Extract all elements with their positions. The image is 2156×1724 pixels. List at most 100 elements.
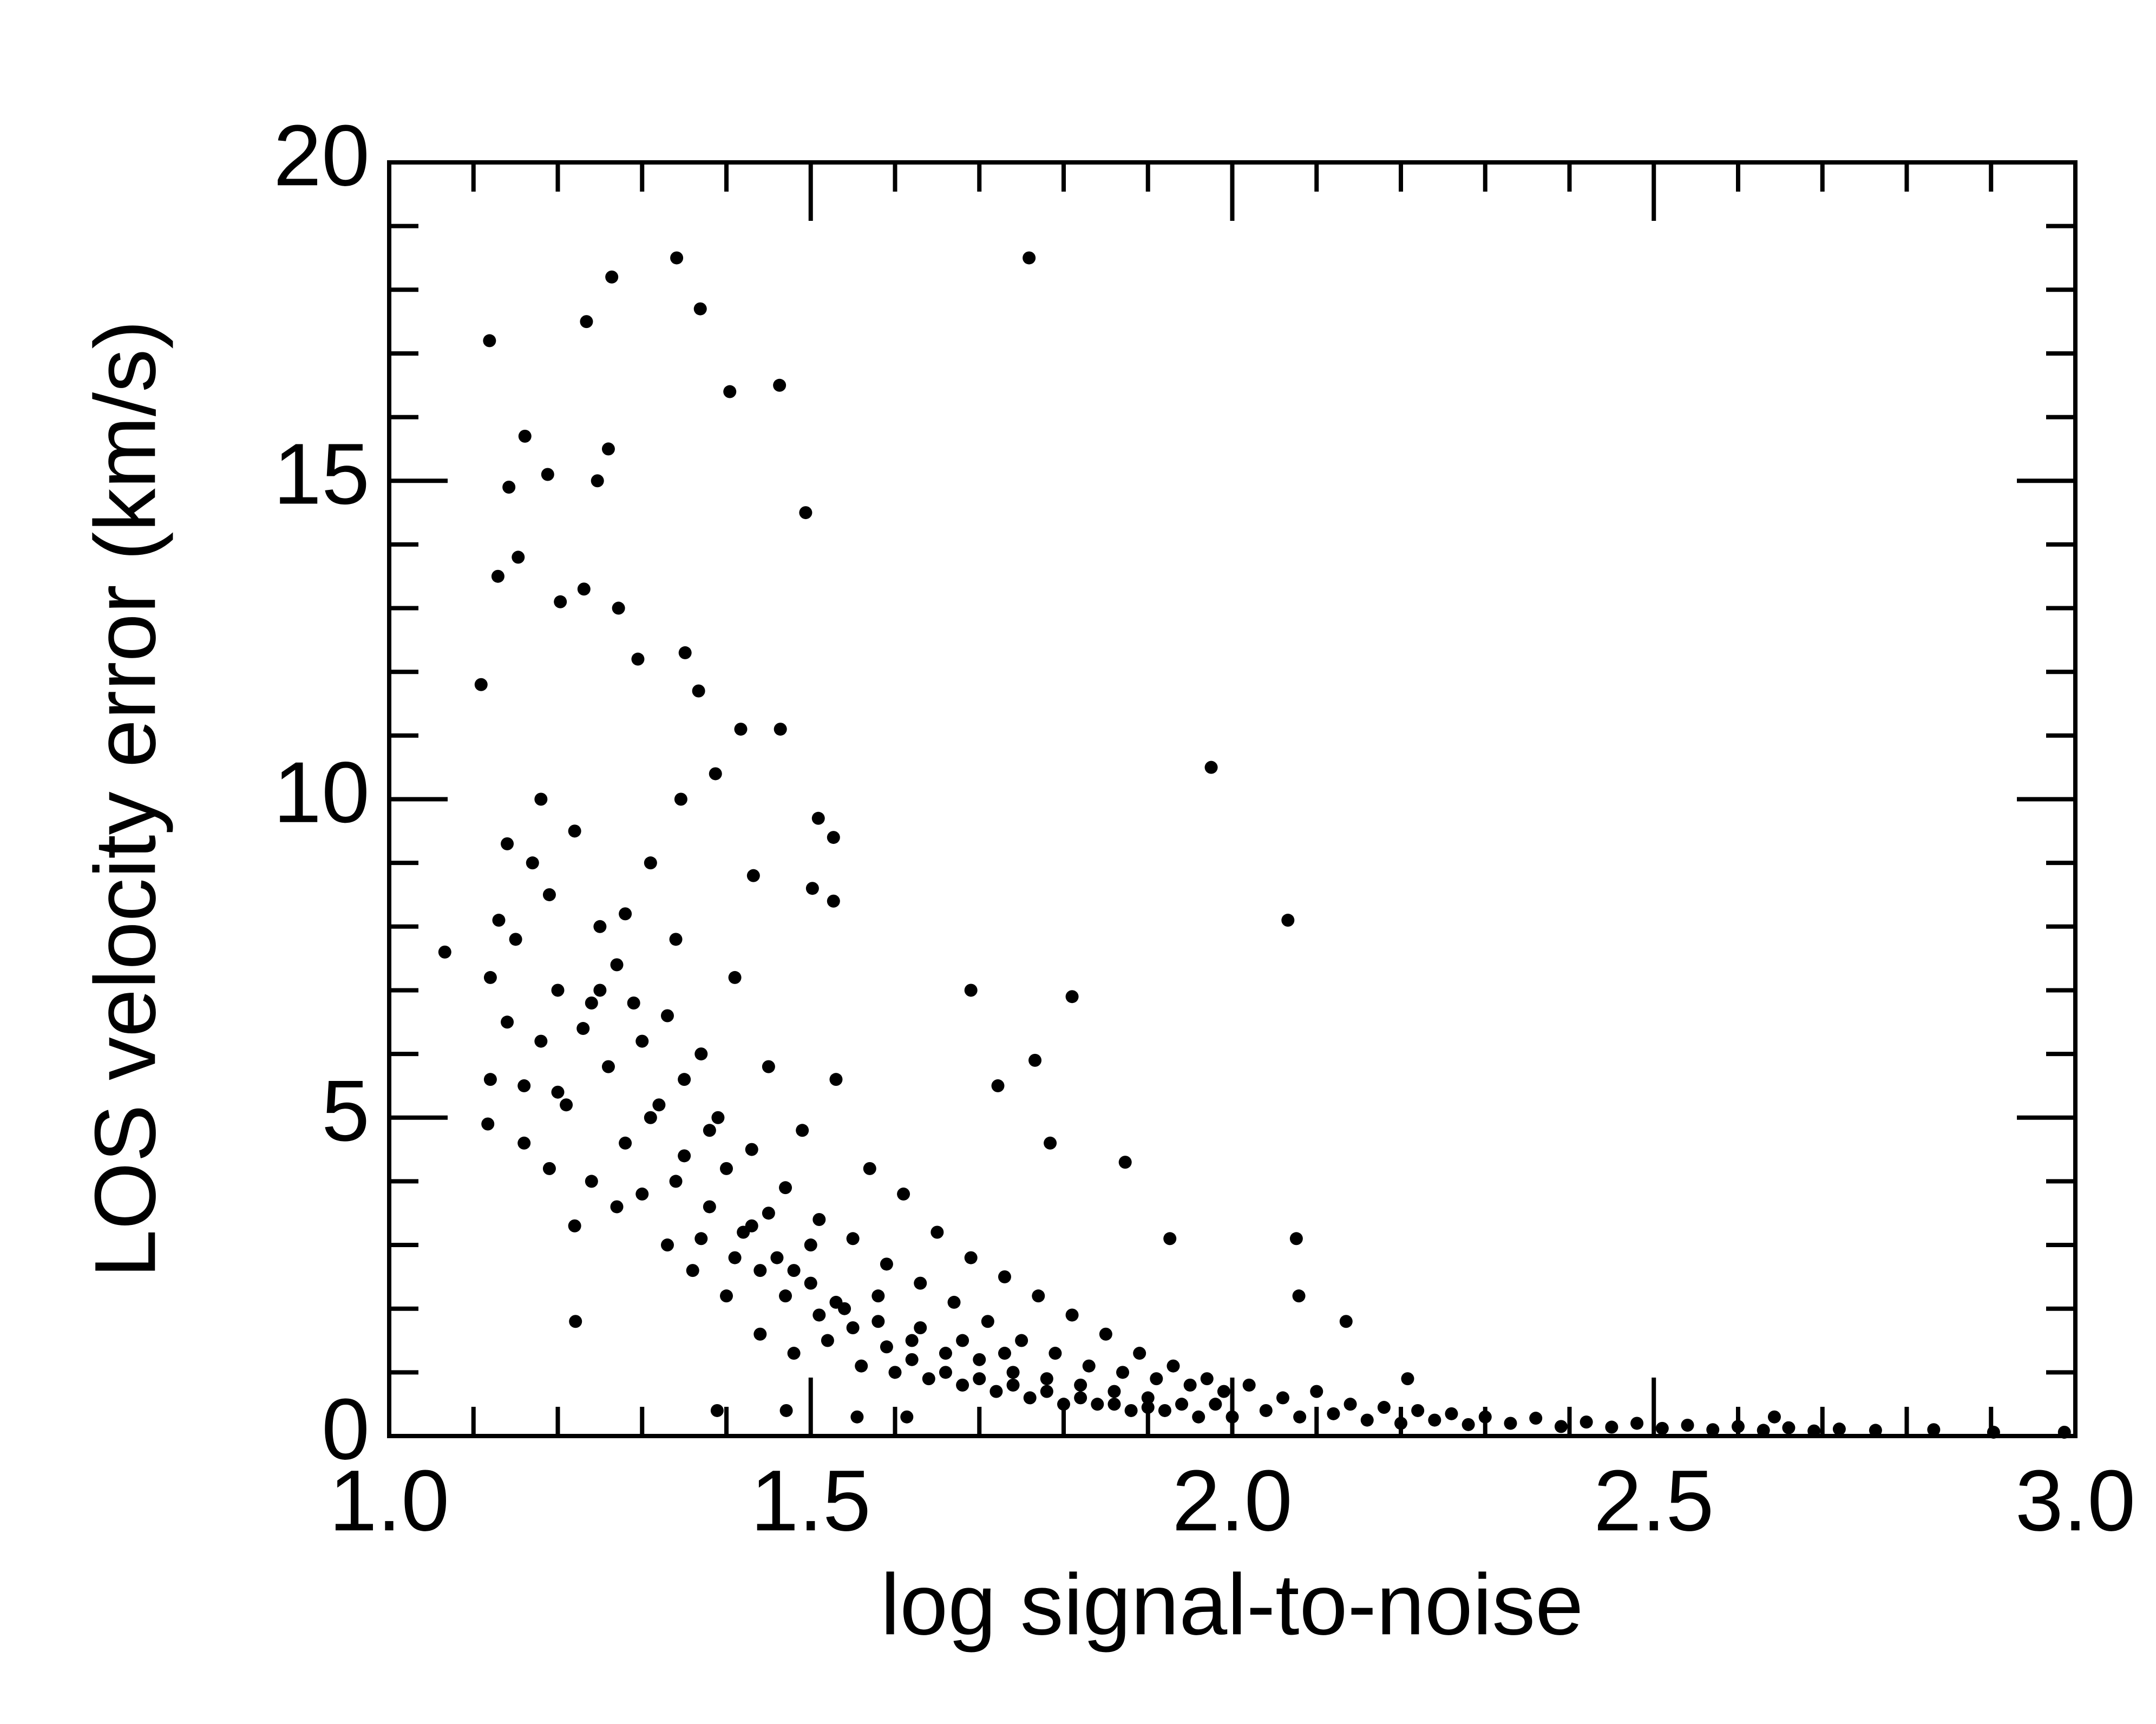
data-point — [1757, 1424, 1770, 1437]
data-point — [728, 971, 742, 984]
data-point — [709, 767, 722, 781]
data-point — [1580, 1415, 1593, 1429]
data-point — [438, 945, 451, 959]
data-point — [973, 1372, 986, 1386]
data-point — [1065, 1308, 1079, 1322]
data-point — [542, 1162, 556, 1175]
data-point — [554, 595, 567, 608]
data-point — [1141, 1401, 1155, 1414]
data-point — [897, 1187, 910, 1201]
data-point — [773, 378, 787, 392]
data-point — [930, 1225, 944, 1239]
data-point — [998, 1347, 1011, 1360]
data-point — [804, 1276, 817, 1290]
data-point — [720, 1289, 733, 1303]
data-point — [770, 1251, 784, 1264]
data-point — [1462, 1418, 1475, 1431]
data-point — [1116, 1366, 1130, 1379]
data-point — [1133, 1347, 1146, 1360]
data-point — [678, 1073, 691, 1086]
data-point — [483, 971, 497, 984]
data-point — [1630, 1417, 1644, 1430]
data-point — [644, 1111, 657, 1124]
data-point — [1057, 1398, 1070, 1411]
data-point — [779, 1181, 792, 1195]
data-point — [678, 646, 692, 659]
data-point — [1091, 1398, 1104, 1411]
data-point — [723, 385, 737, 398]
data-point — [787, 1347, 801, 1360]
data-point — [1141, 1391, 1155, 1405]
data-point — [753, 1264, 767, 1277]
data-point — [568, 824, 581, 838]
data-point — [1048, 1347, 1062, 1360]
data-point — [720, 1162, 733, 1175]
x-tick-label: 2.5 — [1594, 1452, 1714, 1549]
data-point — [1074, 1391, 1087, 1405]
data-point — [1732, 1420, 1745, 1433]
data-point — [1401, 1372, 1414, 1386]
data-point — [1428, 1413, 1441, 1427]
data-point — [746, 869, 760, 882]
data-point — [674, 792, 687, 806]
data-point — [1183, 1378, 1197, 1392]
data-point — [1276, 1391, 1289, 1405]
data-point — [821, 1334, 834, 1347]
data-point — [692, 684, 705, 698]
data-point — [1074, 1378, 1087, 1392]
x-axis-title: log signal-to-noise — [881, 1556, 1584, 1653]
x-tick-label: 1.5 — [751, 1452, 871, 1549]
data-point — [1927, 1423, 1941, 1437]
data-point — [1158, 1404, 1171, 1417]
data-point — [1706, 1423, 1720, 1437]
data-point — [605, 270, 619, 284]
data-point — [1411, 1404, 1425, 1417]
data-point — [947, 1295, 961, 1309]
data-point — [846, 1232, 860, 1246]
data-point — [1281, 914, 1295, 927]
data-point — [812, 1212, 826, 1226]
data-point — [678, 1149, 691, 1163]
data-point — [1192, 1410, 1205, 1424]
x-tick-label: 3.0 — [2015, 1452, 2135, 1549]
data-point — [1099, 1327, 1112, 1341]
x-tick-label: 1.0 — [329, 1452, 449, 1549]
y-axis-title: LOS velocity error (km/s) — [76, 320, 173, 1277]
data-point — [939, 1347, 952, 1360]
data-point — [1040, 1385, 1053, 1398]
data-point — [1015, 1334, 1028, 1347]
data-point — [888, 1366, 902, 1379]
data-point — [509, 933, 522, 946]
data-point — [1200, 1372, 1214, 1386]
data-point — [517, 1079, 531, 1092]
data-point — [694, 1047, 708, 1061]
data-point — [1023, 251, 1036, 265]
data-point — [711, 1111, 725, 1124]
data-point — [1040, 1372, 1053, 1386]
data-point — [1289, 1232, 1303, 1246]
data-point — [981, 1315, 994, 1328]
data-point — [501, 1015, 514, 1029]
data-point — [829, 1295, 843, 1309]
data-point — [542, 888, 556, 901]
y-tick-label: 20 — [273, 107, 370, 204]
data-point — [1310, 1385, 1323, 1398]
data-point — [1124, 1404, 1138, 1417]
y-tick-label: 15 — [273, 425, 370, 522]
data-point — [973, 1353, 986, 1366]
data-point — [914, 1321, 927, 1334]
data-point — [1339, 1315, 1353, 1328]
data-point — [964, 1251, 978, 1264]
data-point — [502, 481, 516, 494]
data-point — [1150, 1372, 1163, 1386]
data-point — [871, 1289, 885, 1303]
data-point — [827, 831, 840, 844]
data-point — [1360, 1413, 1374, 1427]
data-point — [635, 1187, 649, 1201]
data-point — [1767, 1410, 1781, 1424]
data-point — [483, 1073, 497, 1086]
data-point — [512, 550, 525, 564]
data-point — [619, 907, 632, 921]
plot-frame — [387, 160, 2078, 1438]
data-point — [601, 1060, 615, 1073]
